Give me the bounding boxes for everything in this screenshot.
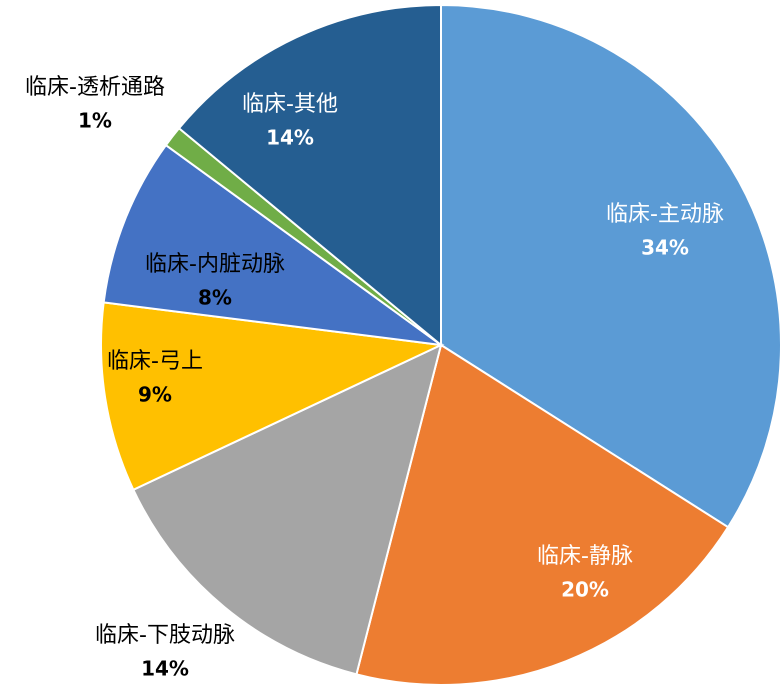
pie-slice	[177, 3, 442, 348]
pie-slice	[440, 3, 782, 529]
value-label: 1%	[78, 109, 112, 133]
slice-name: 临床-其他	[242, 92, 338, 117]
slice-name: 临床-静脉	[537, 544, 633, 569]
value-label: 8%	[198, 286, 232, 310]
slice-name: 临床-弓上	[107, 349, 203, 374]
value-label: 9%	[138, 383, 172, 407]
slice-name: 临床-主动脉	[606, 202, 724, 227]
pie-slice	[355, 343, 730, 686]
slice-name: 临床-内脏动脉	[145, 252, 285, 277]
value-label: 14%	[266, 126, 314, 150]
pie-slice	[100, 301, 445, 492]
value-label: 14%	[141, 657, 189, 681]
slice-name: 临床-下肢动脉	[95, 623, 235, 648]
value-label: 20%	[561, 578, 609, 602]
value-label: 34%	[641, 236, 689, 260]
pie-slice	[132, 343, 443, 676]
slice-name: 临床-透析通路	[25, 75, 165, 100]
pie-slice	[102, 143, 442, 346]
